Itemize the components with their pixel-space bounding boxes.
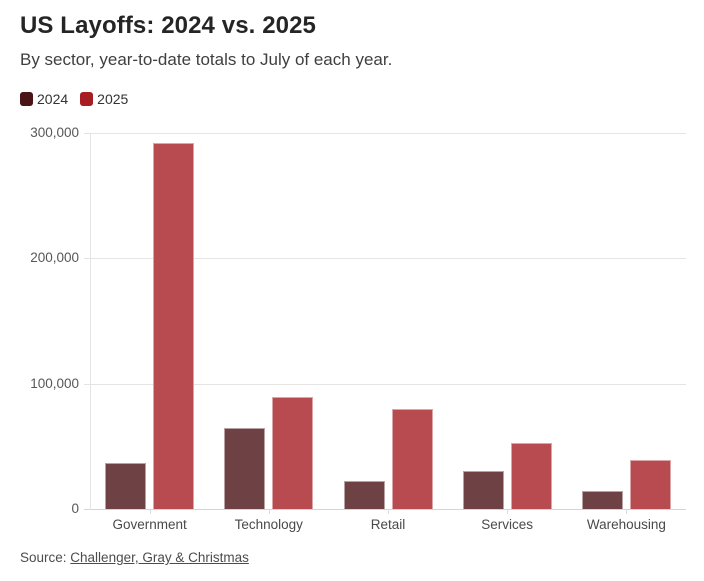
- y-tick-label: 100,000: [30, 375, 79, 391]
- legend-item-2025: 2025: [80, 91, 128, 107]
- gridline-100000: [84, 383, 686, 385]
- gridline-300000: [84, 133, 686, 134]
- y-axis-line: [90, 133, 91, 510]
- x-axis-tick: [507, 510, 509, 514]
- x-axis-tick: [149, 510, 151, 514]
- bar-2024-services: [462, 471, 504, 509]
- legend: 2024 2025: [20, 91, 128, 107]
- x-axis-tick: [268, 510, 270, 514]
- bar-2025-government: [153, 143, 195, 509]
- legend-swatch-2024: [20, 92, 33, 106]
- bar-2025-technology: [272, 397, 314, 509]
- bar-2024-government: [105, 463, 147, 509]
- bar-2024-technology: [224, 428, 266, 509]
- bar-2025-retail: [391, 409, 433, 509]
- gridline-200000: [84, 258, 686, 260]
- source-link[interactable]: Challenger, Gray & Christmas: [70, 550, 249, 565]
- source-label: Source:: [20, 550, 67, 565]
- x-axis-tick: [388, 510, 389, 514]
- chart-title: US Layoffs: 2024 vs. 2025: [20, 12, 316, 39]
- source-line: Source: Challenger, Gray & Christmas: [20, 550, 249, 565]
- legend-swatch-2025: [80, 92, 94, 106]
- legend-label: 2025: [97, 91, 129, 107]
- bar-2025-warehousing: [629, 460, 671, 509]
- x-tick-label-warehousing: Warehousing: [586, 517, 666, 532]
- bar-2024-retail: [343, 481, 385, 509]
- gridline-0: [84, 509, 686, 510]
- y-tick-label: 300,000: [30, 125, 79, 140]
- x-tick-label-retail: Retail: [370, 517, 406, 532]
- bar-2024-warehousing: [581, 491, 623, 509]
- legend-label: 2024: [37, 91, 69, 107]
- x-axis-tick: [626, 510, 628, 514]
- legend-item-2024: 2024: [20, 91, 68, 107]
- y-tick-label: 0: [71, 501, 79, 516]
- x-tick-label-technology: Technology: [234, 517, 303, 532]
- x-tick-label-government: Government: [112, 517, 187, 532]
- chart-subtitle: By sector, year-to-date totals to July o…: [20, 50, 393, 69]
- y-tick-label: 200,000: [30, 250, 79, 266]
- x-tick-label-services: Services: [481, 517, 534, 532]
- bar-2025-services: [510, 443, 552, 509]
